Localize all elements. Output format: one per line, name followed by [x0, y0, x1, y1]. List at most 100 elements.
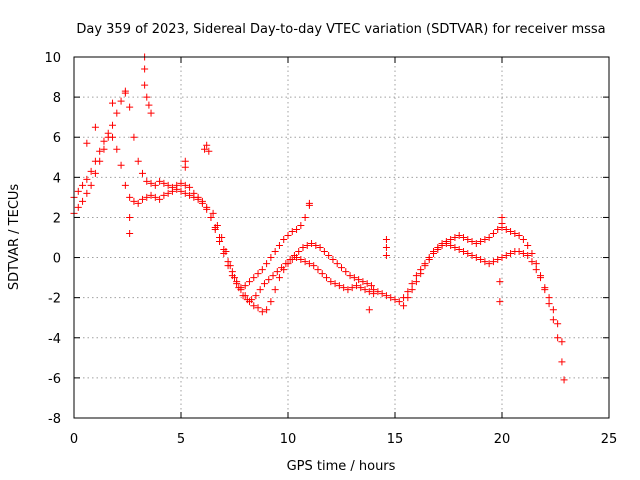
data-point — [400, 302, 408, 310]
data-point — [310, 262, 318, 270]
data-point — [498, 213, 506, 221]
y-tick-label: 4 — [53, 171, 61, 186]
data-point — [160, 191, 168, 199]
data-point — [494, 256, 502, 264]
data-point — [248, 296, 256, 304]
data-point — [213, 221, 221, 229]
data-point — [342, 268, 350, 276]
data-point — [288, 227, 296, 235]
data-point — [489, 258, 497, 266]
data-point — [333, 260, 341, 268]
data-point — [340, 284, 348, 292]
data-point — [464, 250, 472, 258]
data-point — [109, 133, 117, 141]
data-point — [481, 236, 489, 244]
data-point — [293, 225, 301, 233]
data-point — [177, 187, 185, 195]
data-point — [104, 129, 112, 137]
data-point — [290, 252, 298, 260]
data-point — [485, 234, 493, 241]
data-point — [382, 252, 390, 260]
data-point — [181, 181, 189, 189]
x-tick-label: 5 — [177, 432, 185, 447]
y-tick-label: 10 — [44, 51, 61, 66]
data-point — [74, 187, 82, 195]
data-point — [335, 282, 343, 290]
data-point — [168, 187, 176, 195]
data-point — [477, 238, 485, 246]
data-point — [459, 248, 467, 256]
data-point — [278, 264, 286, 272]
data-point — [265, 276, 273, 284]
data-point — [365, 288, 373, 296]
data-point — [382, 292, 390, 300]
data-point — [438, 242, 446, 250]
data-point — [524, 242, 532, 250]
data-point — [181, 189, 189, 197]
data-point — [181, 163, 189, 171]
data-point — [194, 195, 202, 203]
data-point — [239, 292, 247, 300]
data-point — [275, 274, 283, 282]
data-point — [395, 298, 403, 306]
data-point — [258, 308, 266, 316]
data-point — [151, 193, 159, 201]
data-point — [147, 191, 155, 199]
data-points — [70, 53, 568, 384]
data-point — [91, 169, 99, 177]
series-track-c — [209, 209, 375, 304]
data-point — [320, 248, 328, 256]
data-point — [74, 203, 82, 211]
data-point — [143, 177, 151, 185]
data-point — [126, 103, 134, 111]
data-point — [537, 274, 545, 282]
data-point — [252, 292, 260, 300]
data-point — [374, 288, 382, 296]
y-axis-label: SDTVAR / TECUs — [7, 184, 22, 291]
data-point — [282, 260, 290, 268]
data-point — [442, 240, 450, 248]
x-axis-label: GPS time / hours — [287, 459, 396, 474]
data-point — [545, 294, 553, 302]
data-point — [404, 288, 412, 296]
data-point — [391, 296, 399, 304]
data-point — [528, 250, 536, 258]
data-point — [254, 270, 262, 278]
data-point — [485, 260, 493, 268]
data-point — [472, 240, 480, 248]
data-point — [370, 286, 378, 294]
data-point — [203, 141, 211, 149]
data-point — [164, 181, 172, 189]
data-point — [301, 213, 309, 221]
data-point — [190, 193, 198, 201]
data-point — [524, 252, 532, 260]
data-point — [263, 306, 271, 314]
data-point — [305, 260, 313, 268]
data-point — [408, 280, 416, 288]
data-point — [91, 157, 99, 165]
series-spikes — [83, 53, 506, 314]
data-point — [455, 246, 463, 254]
data-point — [83, 189, 91, 197]
data-point — [87, 167, 95, 175]
data-point — [164, 189, 172, 197]
data-point — [532, 266, 540, 274]
data-point — [325, 252, 333, 260]
data-point — [113, 109, 121, 117]
data-point — [496, 278, 504, 286]
data-point — [554, 320, 562, 328]
data-point — [79, 197, 87, 205]
data-point — [323, 274, 331, 282]
data-point — [134, 199, 142, 207]
data-point — [468, 238, 476, 246]
data-point — [160, 179, 168, 187]
data-point — [260, 280, 268, 288]
data-point — [316, 244, 324, 252]
data-point — [532, 260, 540, 268]
data-point — [267, 298, 275, 306]
data-point — [477, 256, 485, 264]
data-point — [209, 209, 217, 217]
data-point — [156, 195, 164, 203]
data-point — [365, 306, 373, 314]
